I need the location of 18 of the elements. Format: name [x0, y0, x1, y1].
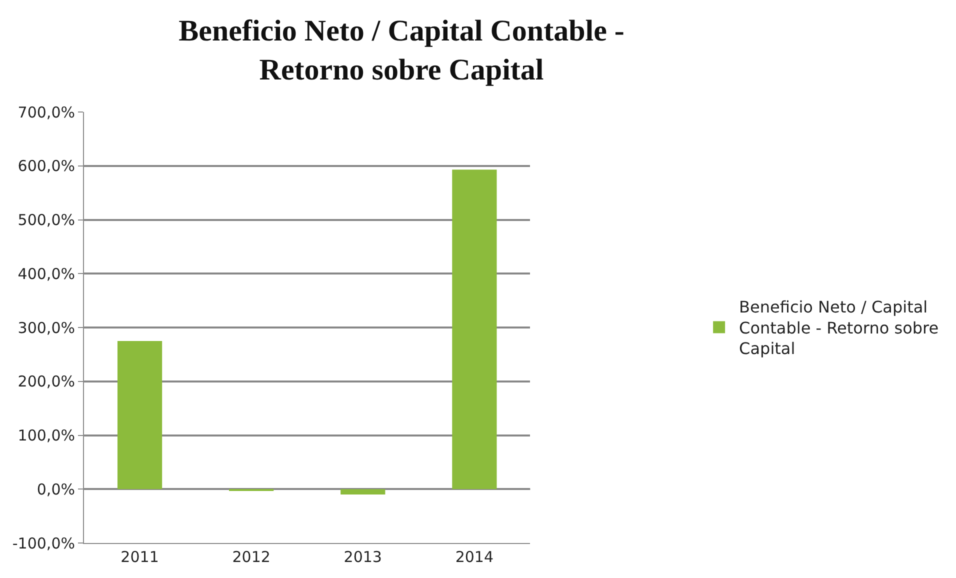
y-tick-label: 100,0% [18, 426, 75, 444]
y-tick-label: 200,0% [18, 372, 75, 391]
legend-label: Beneficio Neto / Capital Contable - Retorno sobre Capital [739, 298, 939, 358]
y-tick-label: 0,0% [36, 480, 75, 498]
y-tick-label: -100,0% [12, 534, 75, 552]
y-tick-label: 500,0% [18, 211, 75, 229]
bar [117, 340, 162, 490]
x-tick-label: 2011 [120, 548, 159, 566]
y-tick-label: 600,0% [18, 157, 75, 176]
x-tick-label: 2014 [455, 548, 494, 566]
chart-title: Beneficio Neto / Capital Contable - Retorno sobre Capital [178, 14, 624, 86]
bar [340, 489, 386, 495]
y-tick-label: 300,0% [18, 318, 75, 337]
x-tick-label: 2012 [232, 548, 270, 566]
bar [452, 170, 497, 490]
y-tick-label: 700,0% [18, 103, 75, 122]
y-tick-label: 400,0% [18, 264, 75, 283]
x-tick-label: 2013 [344, 548, 382, 566]
